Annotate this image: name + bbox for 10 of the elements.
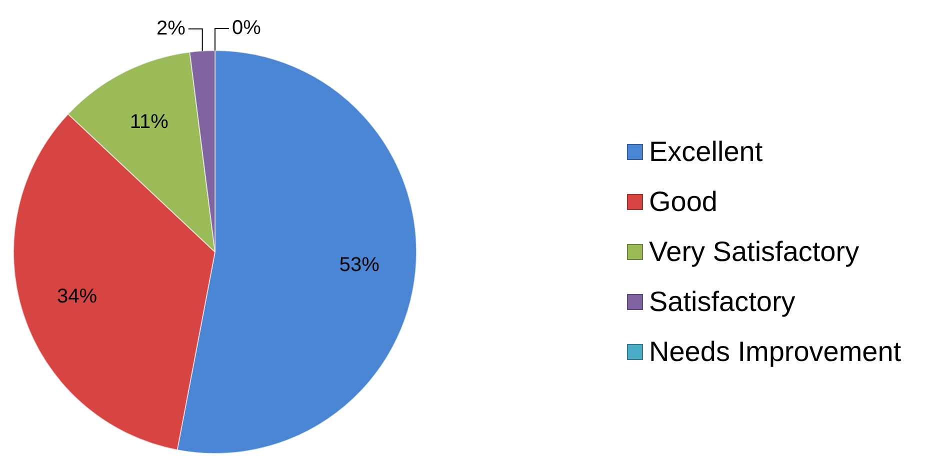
data-label: 53% <box>339 254 380 276</box>
data-label: 11% <box>130 111 169 134</box>
legend-label: Needs Improvement <box>649 335 902 369</box>
legend-label: Excellent <box>649 135 763 169</box>
legend-label: Satisfactory <box>649 285 796 319</box>
text: 0% <box>232 17 261 40</box>
data-label: 2% <box>156 17 186 40</box>
legend-label: Good <box>649 185 718 219</box>
legend-label: Very Satisfactory <box>649 235 860 269</box>
data-label: 34% <box>57 285 98 308</box>
